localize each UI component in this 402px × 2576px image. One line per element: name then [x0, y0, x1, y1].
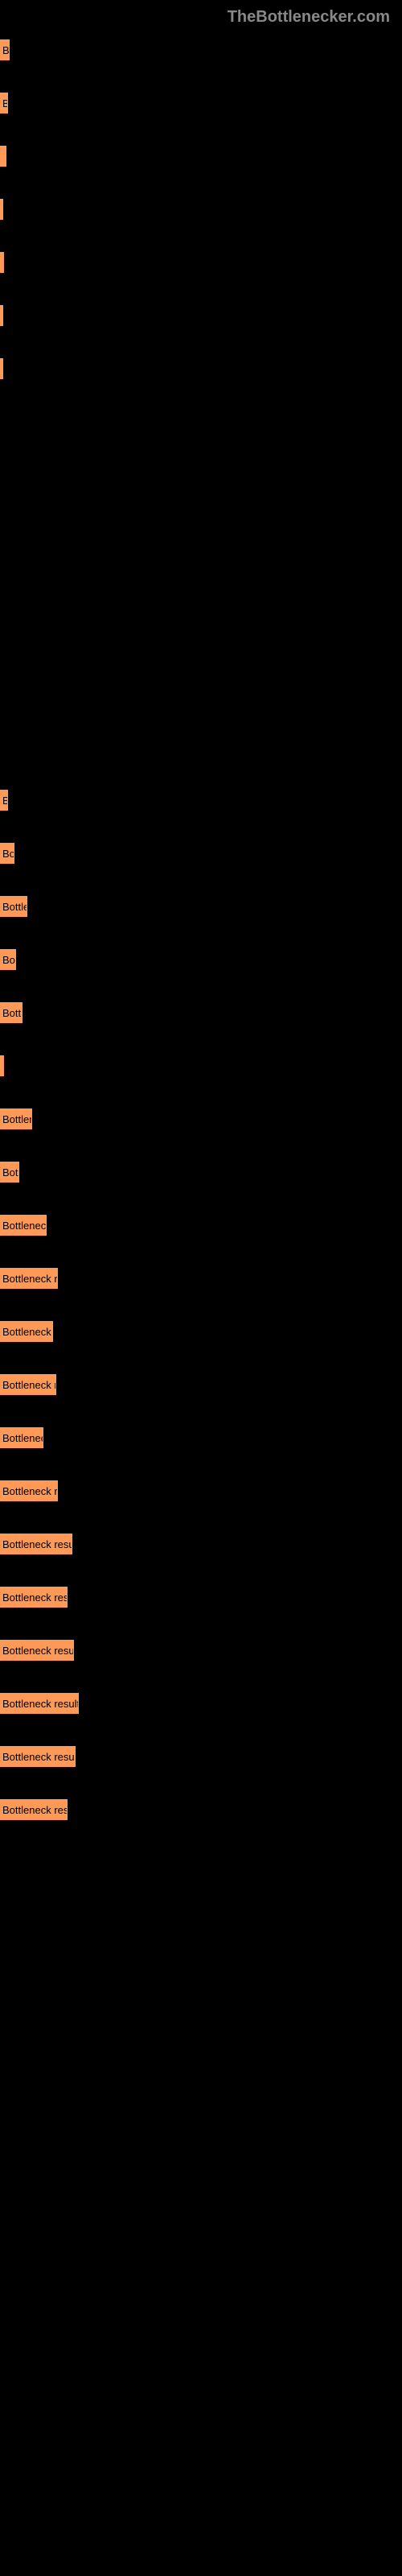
bar: Bottleneck resu — [0, 1799, 68, 1820]
bar-row: Bo — [0, 842, 402, 865]
bar: Bottleneck result — [0, 1534, 72, 1554]
chart-gap — [0, 419, 402, 781]
bar-row: Bottleneck re — [0, 1267, 402, 1290]
bar: Bottleneck re — [0, 1268, 58, 1289]
bar: Bottleneck result — [0, 1693, 79, 1714]
bar-row: Bottleneck — [0, 1214, 402, 1236]
bar: Bottleneck — [0, 1215, 47, 1236]
bar-row: Bottleneck resu — [0, 1798, 402, 1821]
bar — [0, 199, 3, 220]
chart-bottom: B Bo Bottle Bo Bottl Bottlen Bot Bottleneck Bott… — [0, 781, 402, 1860]
bar — [0, 252, 4, 273]
bar: Bot — [0, 1162, 19, 1183]
bar: B — [0, 790, 8, 811]
bar: Bottlen — [0, 1108, 32, 1129]
bar-row: B — [0, 789, 402, 811]
site-header: TheBottlenecker.com — [0, 0, 402, 31]
bar — [0, 305, 3, 326]
bar-row: Bottleneck result — [0, 1745, 402, 1768]
bar: Bottl — [0, 1002, 23, 1023]
bar-row: Bottle — [0, 895, 402, 918]
bar: B — [0, 39, 10, 60]
bar — [0, 146, 6, 167]
bar-row — [0, 198, 402, 221]
bar: Bottleneck result — [0, 1640, 74, 1661]
bar-row — [0, 251, 402, 274]
bar-row: Bot — [0, 1161, 402, 1183]
bar-row: Bo — [0, 948, 402, 971]
bar-row: Bottleneck result — [0, 1692, 402, 1715]
bar-row: Bottleneck re — [0, 1373, 402, 1396]
bar-row: Bottlen — [0, 1108, 402, 1130]
bar — [0, 358, 3, 379]
bar — [0, 1055, 4, 1076]
bar-row: Bottleneck result — [0, 1533, 402, 1555]
bar-row — [0, 357, 402, 380]
bar-row: Bottleneck — [0, 1426, 402, 1449]
bar: Bottleneck — [0, 1427, 43, 1448]
bar: Bottleneck resu — [0, 1587, 68, 1608]
bar-row: Bottleneck res — [0, 1480, 402, 1502]
bar-row: Bottleneck res — [0, 1320, 402, 1343]
bar: Bottle — [0, 896, 27, 917]
bar: Bottleneck re — [0, 1374, 56, 1395]
bar-row: Bottleneck result — [0, 1639, 402, 1662]
bar-row — [0, 145, 402, 167]
bar: Bottleneck res — [0, 1480, 58, 1501]
bar: Bo — [0, 843, 14, 864]
bar-row — [0, 304, 402, 327]
bar: B — [0, 93, 8, 114]
bar: Bottleneck res — [0, 1321, 53, 1342]
bar-row — [0, 1055, 402, 1077]
bar-row: B — [0, 92, 402, 114]
bar-row: B — [0, 39, 402, 61]
bar: Bo — [0, 949, 16, 970]
bar-row: Bottleneck resu — [0, 1586, 402, 1608]
bar: Bottleneck result — [0, 1746, 76, 1767]
bar-row: Bottl — [0, 1001, 402, 1024]
chart-top: BB — [0, 31, 402, 419]
